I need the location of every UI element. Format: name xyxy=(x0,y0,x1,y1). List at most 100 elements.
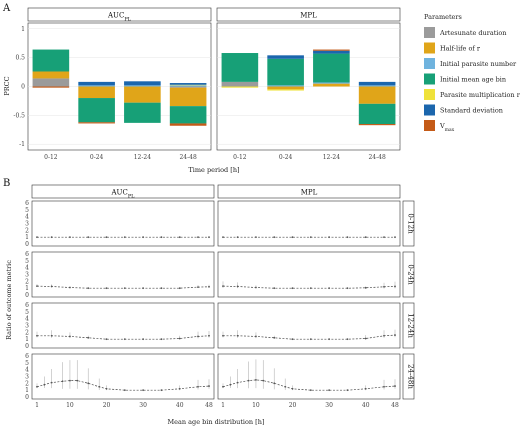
panel-b-y-tick-label: 3 xyxy=(25,374,29,381)
bar-segment xyxy=(221,81,259,87)
legend-label: Vmax xyxy=(439,122,455,133)
data-point xyxy=(328,389,331,392)
bar-segment xyxy=(358,103,396,125)
data-point xyxy=(255,286,257,289)
bar-segment xyxy=(78,98,115,123)
panel-b-y-tick-label: 0 xyxy=(25,241,29,248)
panel-b-facet-area xyxy=(31,251,215,298)
panel-b-row-strip-label: 12-24h xyxy=(407,313,415,338)
panel-a-x-tick-label: 24-48 xyxy=(368,154,385,161)
data-point xyxy=(383,236,385,239)
data-point xyxy=(255,335,257,338)
data-point xyxy=(364,286,367,289)
data-point xyxy=(61,380,64,383)
panel-b-y-tick-label: 6 xyxy=(25,353,29,360)
panel-a-strip-label: MPL xyxy=(300,12,317,20)
bar-segment xyxy=(32,49,70,72)
data-point xyxy=(364,337,367,340)
panel-b-x-tick-label: 10 xyxy=(252,402,260,409)
panel-b-facet-area xyxy=(31,353,215,400)
data-point xyxy=(222,285,224,288)
panel-b-y-tick-label: 4 xyxy=(25,316,29,323)
legend-label: Parasite multiplication rate xyxy=(440,91,520,99)
data-point xyxy=(346,287,349,290)
data-point xyxy=(208,334,210,337)
data-point xyxy=(50,334,53,337)
data-point xyxy=(160,287,163,290)
data-point xyxy=(69,379,71,382)
panel-b-strip-label-main: AUC xyxy=(111,189,128,197)
data-point xyxy=(178,287,181,290)
panel-a-y-axis-label: PRCC xyxy=(3,76,11,95)
legend-title: Parameters xyxy=(424,13,462,21)
panel-b-y-tick-label: 4 xyxy=(25,214,29,221)
data-point xyxy=(273,382,276,385)
data-point xyxy=(346,338,349,341)
panel-a-facet-0: AUCPL -1 -0.5 0 0.5 1 0-12 0-24 12-24 24-48 xyxy=(13,7,212,161)
data-point xyxy=(123,338,126,341)
panel-a-strip-label-main: MPL xyxy=(300,12,317,20)
panel-a-x-tick-label: 0-12 xyxy=(44,154,58,161)
data-point xyxy=(222,236,224,239)
data-point xyxy=(197,335,199,338)
panel-b-y-tick-label: 1 xyxy=(25,336,29,343)
legend-label-sub: max xyxy=(445,128,455,133)
panel-b-letter: B xyxy=(3,178,10,189)
legend: Parameters Artesunate duration Half-life o… xyxy=(424,13,520,133)
panel-b-strip-label: AUCPL xyxy=(111,189,136,200)
data-point xyxy=(346,389,349,392)
panel-b-facet-series xyxy=(222,236,396,239)
panel-b-y-tick-label: 0 xyxy=(25,292,29,299)
panel-b-facet-series xyxy=(36,236,210,239)
panel-a-x-tick-label: 24-48 xyxy=(179,154,196,161)
bar-segment xyxy=(124,102,161,123)
data-point xyxy=(36,385,38,388)
panel-b-y-tick-label: 6 xyxy=(25,302,29,309)
data-point xyxy=(208,285,210,288)
data-point xyxy=(273,336,276,339)
data-point xyxy=(394,236,396,239)
panel-b-x-tick-label: 1 xyxy=(221,402,225,409)
data-point xyxy=(76,379,79,382)
data-point xyxy=(87,236,90,239)
panel-a-y-tick-label: 0.5 xyxy=(15,55,25,62)
legend-swatch xyxy=(424,89,435,100)
legend-swatch xyxy=(424,104,435,116)
data-point xyxy=(178,387,181,390)
data-point xyxy=(160,338,163,341)
data-point xyxy=(142,389,145,392)
legend-swatch xyxy=(424,27,435,38)
data-point xyxy=(291,236,294,239)
bar-segment xyxy=(267,86,304,90)
panel-a-x-tick-label: 0-12 xyxy=(233,154,247,161)
panel-b-y-tick-label: 5 xyxy=(25,207,29,214)
data-point xyxy=(197,236,199,239)
legend-swatch xyxy=(424,73,435,85)
panel-b-row-strip-label: 24-48h xyxy=(407,364,415,389)
bar-segment xyxy=(169,86,207,88)
panel-a-x-tick-label: 0-24 xyxy=(279,154,293,161)
bar-segment xyxy=(169,83,207,85)
panel-b-facet-series xyxy=(36,284,210,290)
legend-label: Initial parasite number xyxy=(440,60,517,68)
panel-b-y-tick-label: 1 xyxy=(25,387,29,394)
panel-b-y-tick-label: 3 xyxy=(25,221,29,228)
panel-a-strip-label-main: AUC xyxy=(107,12,124,20)
panel-b-y-tick-label: 2 xyxy=(25,278,29,285)
data-point xyxy=(50,285,53,288)
bar-segment xyxy=(267,85,304,87)
data-point xyxy=(309,389,312,392)
panel-b-row-strip-box xyxy=(402,353,415,400)
data-point xyxy=(50,381,53,384)
panel-a-facet-1: MPL 0-12 0-24 12-24 24-48 xyxy=(216,7,401,161)
legend-label-main: V xyxy=(439,122,445,130)
data-point xyxy=(87,287,90,290)
legend-swatch xyxy=(424,42,435,54)
data-point xyxy=(197,385,199,388)
data-point xyxy=(50,236,53,239)
bar-segment xyxy=(267,55,304,59)
data-point xyxy=(222,385,224,388)
bar-segment xyxy=(78,122,115,124)
panel-b-strip-label: MPL xyxy=(301,189,318,197)
